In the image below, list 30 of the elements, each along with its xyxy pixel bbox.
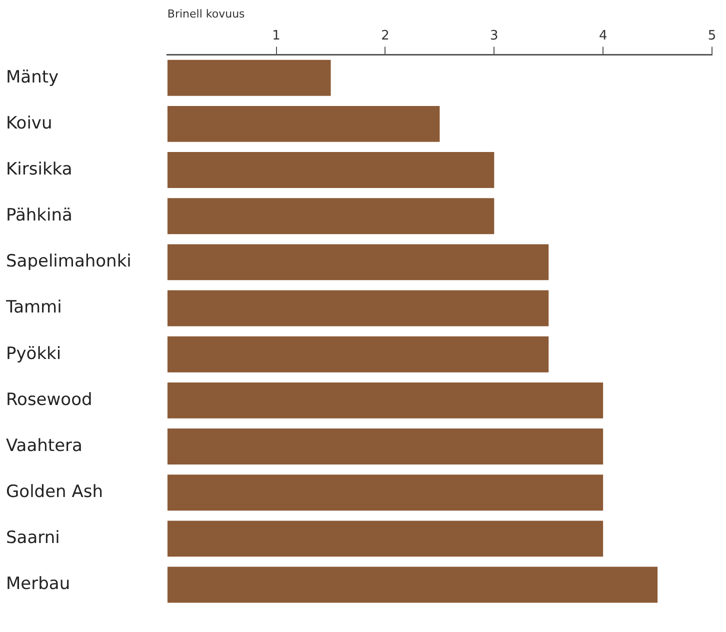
y-tick-label: Pyökki	[6, 344, 62, 364]
y-tick-label: Rosewood	[6, 390, 92, 410]
bar	[167, 474, 604, 511]
y-tick-label: Saarni	[6, 528, 60, 548]
bar	[167, 428, 604, 464]
x-tick-label: 5	[708, 28, 716, 44]
bar	[167, 336, 549, 372]
y-tick-label: Kirsikka	[6, 159, 72, 180]
bar	[167, 60, 331, 96]
x-tick-label: 3	[490, 28, 498, 44]
bar	[167, 244, 549, 280]
y-tick-label: Koivu	[6, 113, 52, 134]
bar	[167, 106, 440, 142]
bar	[167, 566, 658, 603]
y-tick-label: Sapelimahonki	[6, 252, 132, 272]
y-tick-label: Tammi	[5, 298, 62, 318]
x-tick-label: 1	[272, 28, 280, 44]
bar	[167, 290, 549, 326]
bar	[167, 152, 494, 188]
y-tick-label: Golden Ash	[6, 482, 103, 502]
y-tick-label: Merbau	[6, 574, 70, 594]
y-tick-label: Mänty	[6, 67, 59, 88]
x-axis-title: Brinell kovuus	[167, 7, 246, 20]
x-tick-label: 4	[598, 28, 608, 44]
y-tick-label: Pähkinä	[6, 206, 72, 226]
bar	[167, 382, 604, 418]
bar	[167, 520, 604, 557]
bar	[167, 198, 494, 234]
x-tick-label: 2	[381, 28, 390, 44]
y-tick-label: Vaahtera	[6, 436, 82, 456]
